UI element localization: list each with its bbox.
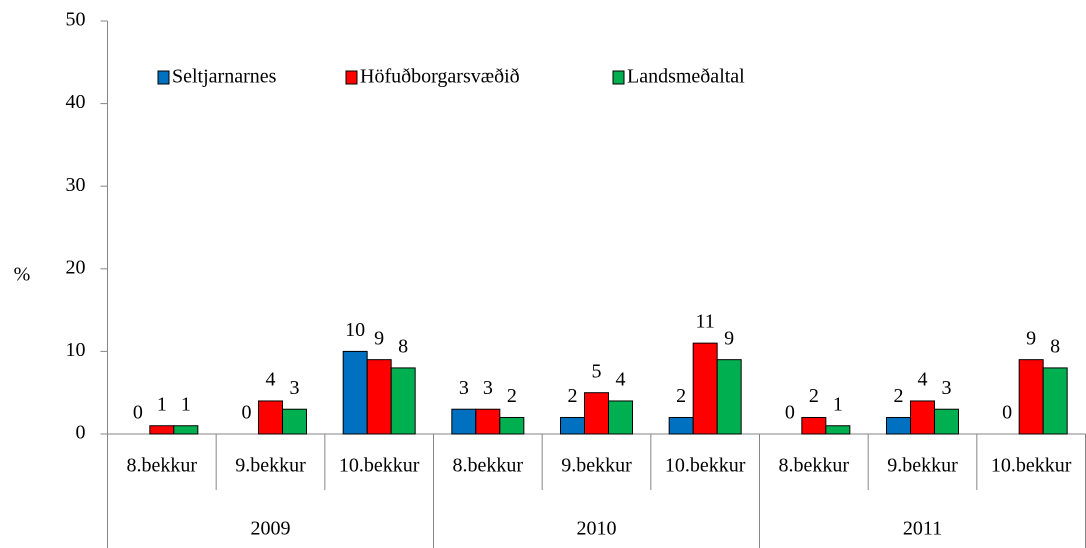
legend-swatch (612, 70, 625, 85)
x-tick-label: 8.bekkur (453, 455, 524, 477)
x-tick-label: 10.bekkur (991, 455, 1072, 477)
bar (801, 416, 827, 435)
y-tick-label: 40 (66, 91, 86, 113)
group-label: 2010 (577, 518, 617, 540)
bar (390, 367, 416, 435)
legend-swatch (345, 70, 358, 85)
value-label: 1 (157, 393, 167, 415)
y-axis-label: % (14, 264, 31, 286)
value-label: 1 (181, 393, 191, 415)
bar (934, 408, 959, 435)
bar (258, 400, 283, 435)
x-tick-label: 8.bekkur (127, 455, 198, 477)
bar (149, 425, 175, 435)
bar (342, 350, 368, 435)
bar (366, 359, 392, 435)
x-tick-label: 9.bekkur (887, 455, 958, 477)
bar (475, 408, 501, 435)
value-label: 3 (942, 377, 952, 399)
legend-label: Höfuðborgarsvæðið (360, 66, 520, 88)
value-label: 11 (696, 311, 715, 333)
x-tick-label: 10.bekkur (665, 455, 746, 477)
y-tick-label: 10 (66, 339, 86, 361)
value-label: 9 (1026, 327, 1036, 349)
value-label: 3 (483, 377, 493, 399)
bar (886, 416, 911, 435)
x-tick-label: 9.bekkur (235, 455, 306, 477)
bar (282, 408, 307, 435)
value-label: 2 (676, 385, 686, 407)
bar (173, 425, 199, 435)
value-label: 1 (833, 393, 843, 415)
bar (451, 408, 477, 435)
x-tick-label: 9.bekkur (561, 455, 632, 477)
value-label: 3 (459, 377, 469, 399)
y-tick-label: 50 (66, 9, 86, 31)
bar (716, 359, 742, 435)
bar (825, 425, 851, 435)
bar (1018, 359, 1044, 435)
y-tick-label: 0 (76, 422, 86, 444)
legend-label: Landsmeðaltal (627, 66, 745, 88)
x-tick-label: 10.bekkur (339, 455, 420, 477)
value-label: 5 (592, 360, 602, 382)
value-label: 2 (568, 385, 578, 407)
group-label: 2009 (251, 518, 291, 540)
value-label: 0 (785, 402, 795, 424)
group-label: 2011 (903, 518, 942, 540)
bar (692, 342, 718, 435)
value-label: 0 (133, 402, 143, 424)
bar (668, 416, 694, 435)
value-label: 3 (290, 377, 300, 399)
value-label: 9 (724, 327, 734, 349)
value-label: 4 (918, 369, 928, 391)
value-label: 10 (345, 319, 365, 341)
bar (499, 416, 525, 435)
bar (584, 392, 609, 435)
y-tick-label: 20 (66, 256, 86, 278)
value-label: 2 (894, 385, 904, 407)
value-label: 8 (398, 336, 408, 358)
legend-swatch (157, 70, 170, 85)
value-label: 0 (1002, 402, 1012, 424)
value-label: 2 (809, 385, 819, 407)
bar (608, 400, 633, 435)
value-label: 9 (374, 327, 384, 349)
value-label: 2 (507, 385, 517, 407)
y-tick-label: 30 (66, 174, 86, 196)
x-tick-label: 8.bekkur (779, 455, 850, 477)
bar (560, 416, 585, 435)
legend-label: Seltjarnarnes (172, 66, 277, 88)
bar (910, 400, 935, 435)
value-label: 4 (266, 369, 276, 391)
value-label: 4 (616, 369, 626, 391)
value-label: 0 (242, 402, 252, 424)
value-label: 8 (1050, 336, 1060, 358)
bar (1042, 367, 1068, 435)
